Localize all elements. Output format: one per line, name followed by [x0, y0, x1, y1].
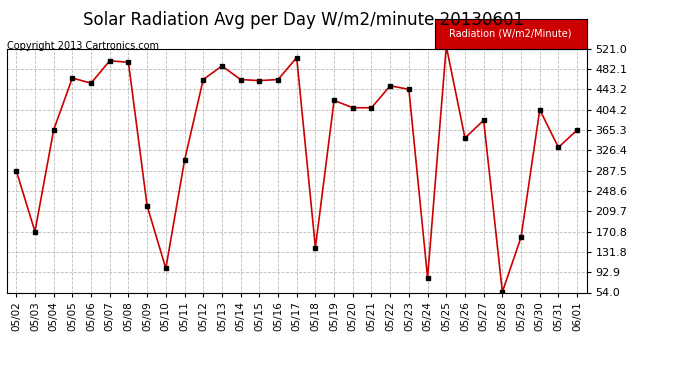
Text: Solar Radiation Avg per Day W/m2/minute 20130601: Solar Radiation Avg per Day W/m2/minute …: [83, 11, 524, 29]
Text: Radiation (W/m2/Minute): Radiation (W/m2/Minute): [449, 29, 572, 39]
Text: Copyright 2013 Cartronics.com: Copyright 2013 Cartronics.com: [7, 41, 159, 51]
